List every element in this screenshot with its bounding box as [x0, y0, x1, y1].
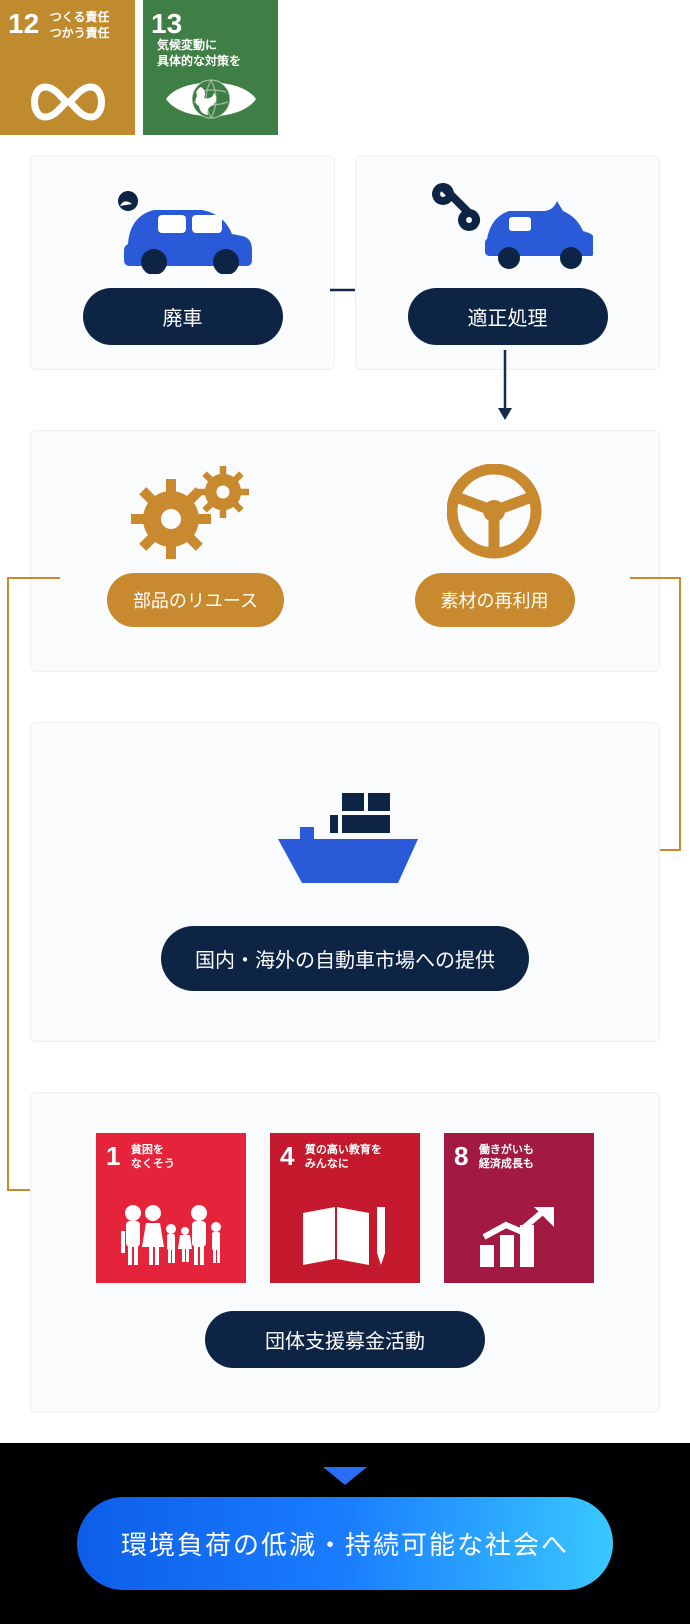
- sdg-tile-12: 12 つくる責任 つかう責任: [0, 0, 135, 135]
- infinity-icon: [0, 77, 135, 127]
- sdg-number: 8: [454, 1143, 468, 1169]
- sdg-label: つくる責任 つかう責任: [50, 10, 110, 41]
- sdg-number: 12: [8, 10, 39, 38]
- sub-recycle: 素材の再利用: [360, 469, 629, 627]
- sdg-label: 貧困を なくそう: [131, 1143, 175, 1172]
- sdg-tile-1: 1 貧困を なくそう: [96, 1133, 246, 1283]
- gears-icon: [131, 469, 261, 559]
- sdg-number: 1: [106, 1143, 120, 1169]
- card-process: 適正処理: [355, 155, 660, 370]
- book-pencil-icon: [270, 1201, 420, 1271]
- banner-text: 環境負荷の低減・持続可能な社会へ: [77, 1497, 613, 1590]
- card-scrap: 廃車: [30, 155, 335, 370]
- flow-area: 廃車 適正処理: [30, 155, 660, 1413]
- family-icon: [96, 1201, 246, 1271]
- sub-reuse: 部品のリユース: [61, 469, 330, 627]
- growth-chart-icon: [444, 1201, 594, 1271]
- pill-scrap: 廃車: [83, 288, 283, 345]
- pill-process: 適正処理: [408, 288, 608, 345]
- eye-globe-icon: [143, 72, 278, 127]
- sdg-label: 質の高い教育を みんなに: [305, 1143, 382, 1172]
- sdg-number: 4: [280, 1143, 294, 1169]
- car-scrap-icon: [98, 184, 268, 274]
- row-1: 廃車 適正処理: [30, 155, 660, 370]
- sdg-top-row: 12 つくる責任 つかう責任 13 気候変動に 具体的な対策を: [0, 0, 690, 155]
- sdg-tile-4: 4 質の高い教育を みんなに: [270, 1133, 420, 1283]
- car-repair-icon: [423, 184, 593, 274]
- row-2: 部品のリユース 素材の再利用: [30, 430, 660, 672]
- row-3: 国内・海外の自動車市場への提供: [30, 722, 660, 1042]
- sdg-small-row: 1 貧困を なくそう: [96, 1133, 594, 1283]
- steering-wheel-icon: [447, 469, 542, 559]
- bottom-banner: 環境負荷の低減・持続可能な社会へ: [0, 1443, 690, 1624]
- pill-donation: 団体支援募金活動: [205, 1311, 485, 1368]
- sdg-label: 気候変動に 具体的な対策を: [157, 38, 241, 69]
- sdg-tile-13: 13 気候変動に 具体的な対策を: [143, 0, 278, 135]
- sdg-label: 働きがいも 経済成長も: [479, 1143, 534, 1172]
- pill-market: 国内・海外の自動車市場への提供: [161, 926, 529, 991]
- ship-icon: [260, 783, 430, 898]
- sdg-tile-8: 8 働きがいも 経済成長も: [444, 1133, 594, 1283]
- row-4: 1 貧困を なくそう: [30, 1092, 660, 1413]
- chevron-down-icon: [323, 1467, 367, 1485]
- pill-reuse: 部品のリユース: [107, 573, 284, 627]
- pill-recycle: 素材の再利用: [415, 573, 575, 627]
- diagram-container: 12 つくる責任 つかう責任 13 気候変動に 具体的な対策を: [0, 0, 690, 1624]
- sdg-number: 13: [151, 10, 182, 38]
